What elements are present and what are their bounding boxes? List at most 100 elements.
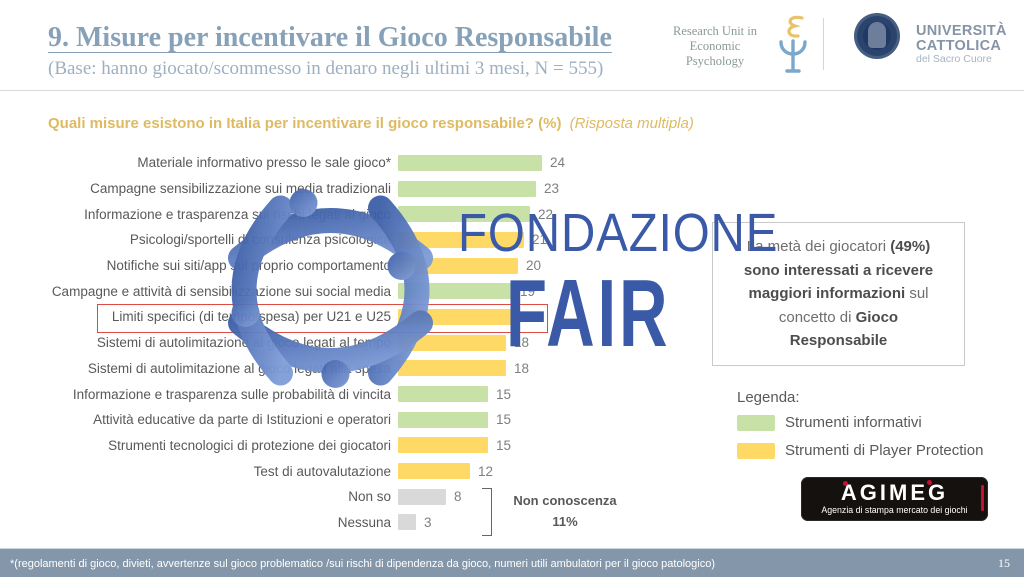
bar-label: Nessuna xyxy=(337,514,391,530)
insight-box: La metà dei giocatori (49%) sono interess… xyxy=(712,222,965,366)
bar-label: Test di autovalutazione xyxy=(253,463,391,479)
bar-value: 12 xyxy=(478,463,494,479)
seal-emblem xyxy=(868,22,886,48)
bar-label: Strumenti tecnologici di protezione dei … xyxy=(108,437,391,453)
bar-value: 15 xyxy=(496,386,512,402)
bar-label: Notifiche sui siti/app sul proprio compo… xyxy=(106,258,391,274)
bar-value: 18 xyxy=(514,360,530,376)
insight-line: concetto di Gioco xyxy=(778,308,899,326)
university-line1: UNIVERSITÀ xyxy=(916,23,1007,39)
chart-row: Informazione e trasparenza sulle probabi… xyxy=(0,381,680,407)
chart-row: Strumenti tecnologici di protezione dei … xyxy=(0,433,680,459)
bar-value: 19 xyxy=(520,309,536,325)
bar-chart: Materiale informativo presso le sale gio… xyxy=(0,150,680,535)
insight-line: maggiori informazioni sul xyxy=(748,285,929,302)
chart-row: Test di autovalutazione 12 xyxy=(0,458,680,484)
chart-row: Non so 8 xyxy=(0,484,680,510)
bar xyxy=(398,334,506,351)
chart-row: Materiale informativo presso le sale gio… xyxy=(0,150,680,176)
footer-bar: *(regolamenti di gioco, divieti, avverte… xyxy=(0,548,1024,577)
chart-row: Notifiche sui siti/app sul proprio compo… xyxy=(0,253,680,279)
insight-line: sono interessati a ricevere xyxy=(743,261,934,279)
bar-value: 20 xyxy=(526,258,542,274)
legend: Legenda: Strumenti informativi Strumenti… xyxy=(737,389,983,470)
chart-row: Sistemi di autolimitazione al gioco lega… xyxy=(0,356,680,382)
university-line2: CATTOLICA xyxy=(916,38,1002,55)
bar-label: Attività educative da parte di Istituzio… xyxy=(93,412,391,428)
bar xyxy=(398,488,446,505)
psi-logo-icon xyxy=(776,14,810,76)
header-rule xyxy=(0,90,1024,91)
bar-label: Non so xyxy=(348,489,391,505)
chart-row: Psicologi/sportelli di consulenza psicol… xyxy=(0,227,680,253)
question-text: Quali misure esistono in Italia per ince… xyxy=(48,115,562,132)
bar-value: 24 xyxy=(550,155,566,171)
agimeg-logo: AGIMEG Agenzia di stampa mercato dei gio… xyxy=(801,477,988,521)
university-seal-icon xyxy=(854,13,900,59)
agimeg-wordmark: AGIMEG xyxy=(840,480,949,505)
bar-value: 15 xyxy=(496,412,512,428)
research-unit-line2: Economic xyxy=(689,38,741,53)
bar-label: Sistemi di autolimitazione al gioco lega… xyxy=(96,335,391,351)
legend-swatch-protection xyxy=(737,442,775,459)
chart-row: Attività educative da parte di Istituzio… xyxy=(0,407,680,433)
annotation-value: 11% xyxy=(552,513,578,529)
research-unit-line3: Psychology xyxy=(685,53,745,68)
bar xyxy=(398,180,536,197)
bar-label: Informazione e trasparenza sui rischi le… xyxy=(84,206,391,222)
research-unit-line1: Research Unit in xyxy=(672,24,757,38)
insight-line: La metà dei giocatori (49%) xyxy=(746,238,931,255)
page-number: 15 xyxy=(998,556,1010,570)
agimeg-accent xyxy=(981,485,984,511)
annotation-text: Non conoscenza xyxy=(513,493,617,508)
university-line3: del Sacro Cuore xyxy=(916,53,992,66)
bar xyxy=(398,386,488,403)
bar xyxy=(398,283,512,300)
legend-item: Strumenti informativi xyxy=(737,414,983,431)
research-unit-label: Research Unit in Economic Psychology xyxy=(660,24,770,68)
bar-label: Psicologi/sportelli di consulenza psicol… xyxy=(129,232,391,248)
bar xyxy=(398,514,416,531)
page-subtitle: (Base: hanno giocato/scommesso in denaro… xyxy=(48,58,604,79)
bar xyxy=(398,411,488,428)
chart-row: Campagne sensibilizzazione sui media tra… xyxy=(0,176,680,202)
bar-label: Informazione e trasparenza sulle probabi… xyxy=(72,386,391,402)
highlight-box xyxy=(97,304,548,333)
bar-label: Campagne sensibilizzazione sui media tra… xyxy=(90,181,391,197)
legend-title: Legenda: xyxy=(737,389,800,406)
agimeg-dot-icon xyxy=(926,480,932,485)
legend-label-informativi: Strumenti informativi xyxy=(785,414,922,431)
bar-value: 3 xyxy=(424,514,432,530)
bar xyxy=(398,206,530,223)
bar-value: 19 xyxy=(520,283,536,299)
page-title: 9. Misure per incentivare il Gioco Respo… xyxy=(48,22,612,53)
legend-label-protection: Strumenti di Player Protection xyxy=(785,442,984,459)
question-suffix: (Risposta multipla) xyxy=(569,115,694,132)
bar xyxy=(398,231,524,248)
bar-value: 18 xyxy=(514,335,530,351)
annotation-label: Non conoscenza 11% xyxy=(500,491,630,533)
bar xyxy=(398,463,470,480)
bar-value: 8 xyxy=(454,489,462,505)
bar-value: 21 xyxy=(532,232,548,248)
chart-question: Quali misure esistono in Italia per ince… xyxy=(48,115,694,132)
bar-label: Campagne e attività di sensibilizzazione… xyxy=(51,283,391,299)
chart-row: Campagne e attività di sensibilizzazione… xyxy=(0,278,680,304)
header-divider xyxy=(823,18,824,70)
insight-line: Responsabile xyxy=(789,332,888,349)
bar xyxy=(398,360,506,377)
legend-swatch-informativi xyxy=(737,414,775,431)
chart-row: Informazione e trasparenza sui rischi le… xyxy=(0,201,680,227)
bar xyxy=(398,257,518,274)
footnote-text: *(regolamenti di gioco, divieti, avverte… xyxy=(10,557,715,570)
bar-value: 23 xyxy=(544,181,560,197)
bar-value: 22 xyxy=(538,206,554,222)
bar xyxy=(398,154,542,171)
chart-row: Nessuna 3 xyxy=(0,510,680,536)
chart-row: Sistemi di autolimitazione al gioco lega… xyxy=(0,330,680,356)
bar-label: Materiale informativo presso le sale gio… xyxy=(137,155,391,171)
university-label: UNIVERSITÀ CATTOLICA del Sacro Cuore xyxy=(916,23,1016,66)
bar-value: 15 xyxy=(496,437,512,453)
bar xyxy=(398,437,488,454)
